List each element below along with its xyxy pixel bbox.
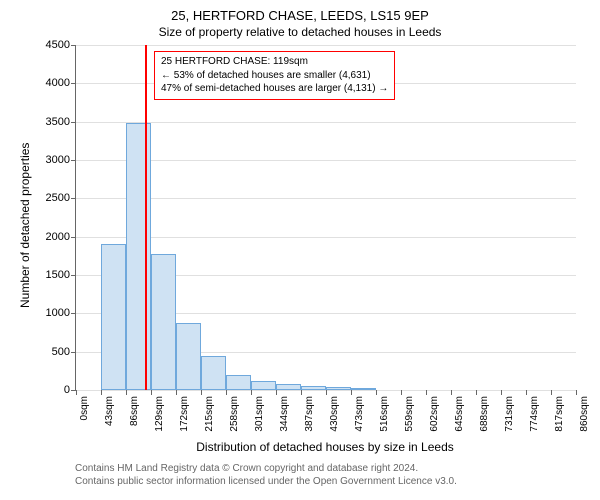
ytick-label: 3500 [46,116,76,128]
xtick-mark [251,390,252,395]
xtick-label: 430sqm [329,396,340,432]
xtick-mark [451,390,452,395]
footer-line-2: Contains public sector information licen… [75,475,457,488]
histogram-bar [151,254,176,390]
chart-subtitle: Size of property relative to detached ho… [0,23,600,39]
xtick-label: 516sqm [379,396,390,432]
histogram-bar [276,384,301,390]
xtick-label: 817sqm [554,396,565,432]
histogram-bar [326,387,351,390]
grid-line [76,45,576,46]
y-axis-label: Number of detached properties [18,142,32,307]
property-marker-line [145,45,147,390]
xtick-mark [176,390,177,395]
xtick-mark [551,390,552,395]
xtick-label: 559sqm [404,396,415,432]
xtick-label: 774sqm [529,396,540,432]
xtick-mark [151,390,152,395]
annotation-line-3: 47% of semi-detached houses are larger (… [161,82,388,96]
xtick-label: 473sqm [354,396,365,432]
xtick-mark [376,390,377,395]
grid-line [76,237,576,238]
ytick-label: 2500 [46,192,76,204]
xtick-label: 258sqm [229,396,240,432]
xtick-mark [326,390,327,395]
xtick-mark [201,390,202,395]
footer-line-1: Contains HM Land Registry data © Crown c… [75,462,457,475]
xtick-label: 0sqm [79,396,90,420]
xtick-label: 731sqm [504,396,515,432]
histogram-bar [101,244,126,390]
xtick-label: 602sqm [429,396,440,432]
xtick-mark [126,390,127,395]
xtick-label: 301sqm [254,396,265,432]
xtick-label: 86sqm [129,396,140,426]
histogram-bar [226,375,251,390]
ytick-label: 1000 [46,307,76,319]
grid-line [76,122,576,123]
footer-attribution: Contains HM Land Registry data © Crown c… [75,462,457,488]
xtick-mark [276,390,277,395]
xtick-mark [501,390,502,395]
grid-line [76,198,576,199]
plot-area: 25 HERTFORD CHASE: 119sqm ← 53% of detac… [75,45,576,391]
xtick-mark [301,390,302,395]
xtick-label: 129sqm [154,396,165,432]
xtick-mark [401,390,402,395]
xtick-label: 860sqm [579,396,590,432]
histogram-bar [126,123,151,390]
xtick-mark [101,390,102,395]
ytick-label: 500 [52,346,76,358]
annotation-line-1: 25 HERTFORD CHASE: 119sqm [161,55,388,69]
xtick-mark [426,390,427,395]
xtick-mark [226,390,227,395]
x-axis-label: Distribution of detached houses by size … [75,440,575,454]
ytick-label: 4500 [46,39,76,51]
xtick-label: 387sqm [304,396,315,432]
histogram-bar [301,386,326,390]
xtick-mark [576,390,577,395]
histogram-bar [251,381,276,390]
chart-container: 25, HERTFORD CHASE, LEEDS, LS15 9EP Size… [0,0,600,500]
ytick-label: 4000 [46,77,76,89]
xtick-label: 172sqm [179,396,190,432]
histogram-bar [351,388,376,390]
xtick-label: 43sqm [104,396,115,426]
histogram-bar [201,356,226,390]
xtick-label: 645sqm [454,396,465,432]
xtick-label: 688sqm [479,396,490,432]
xtick-mark [476,390,477,395]
xtick-mark [526,390,527,395]
ytick-label: 3000 [46,154,76,166]
ytick-label: 2000 [46,231,76,243]
ytick-label: 1500 [46,269,76,281]
xtick-label: 344sqm [279,396,290,432]
xtick-label: 215sqm [204,396,215,432]
xtick-mark [351,390,352,395]
annotation-box: 25 HERTFORD CHASE: 119sqm ← 53% of detac… [154,51,395,100]
histogram-bar [176,323,201,390]
xtick-mark [76,390,77,395]
ytick-label: 0 [64,384,76,396]
annotation-line-2: ← 53% of detached houses are smaller (4,… [161,69,388,83]
grid-line [76,160,576,161]
chart-title: 25, HERTFORD CHASE, LEEDS, LS15 9EP [0,0,600,23]
